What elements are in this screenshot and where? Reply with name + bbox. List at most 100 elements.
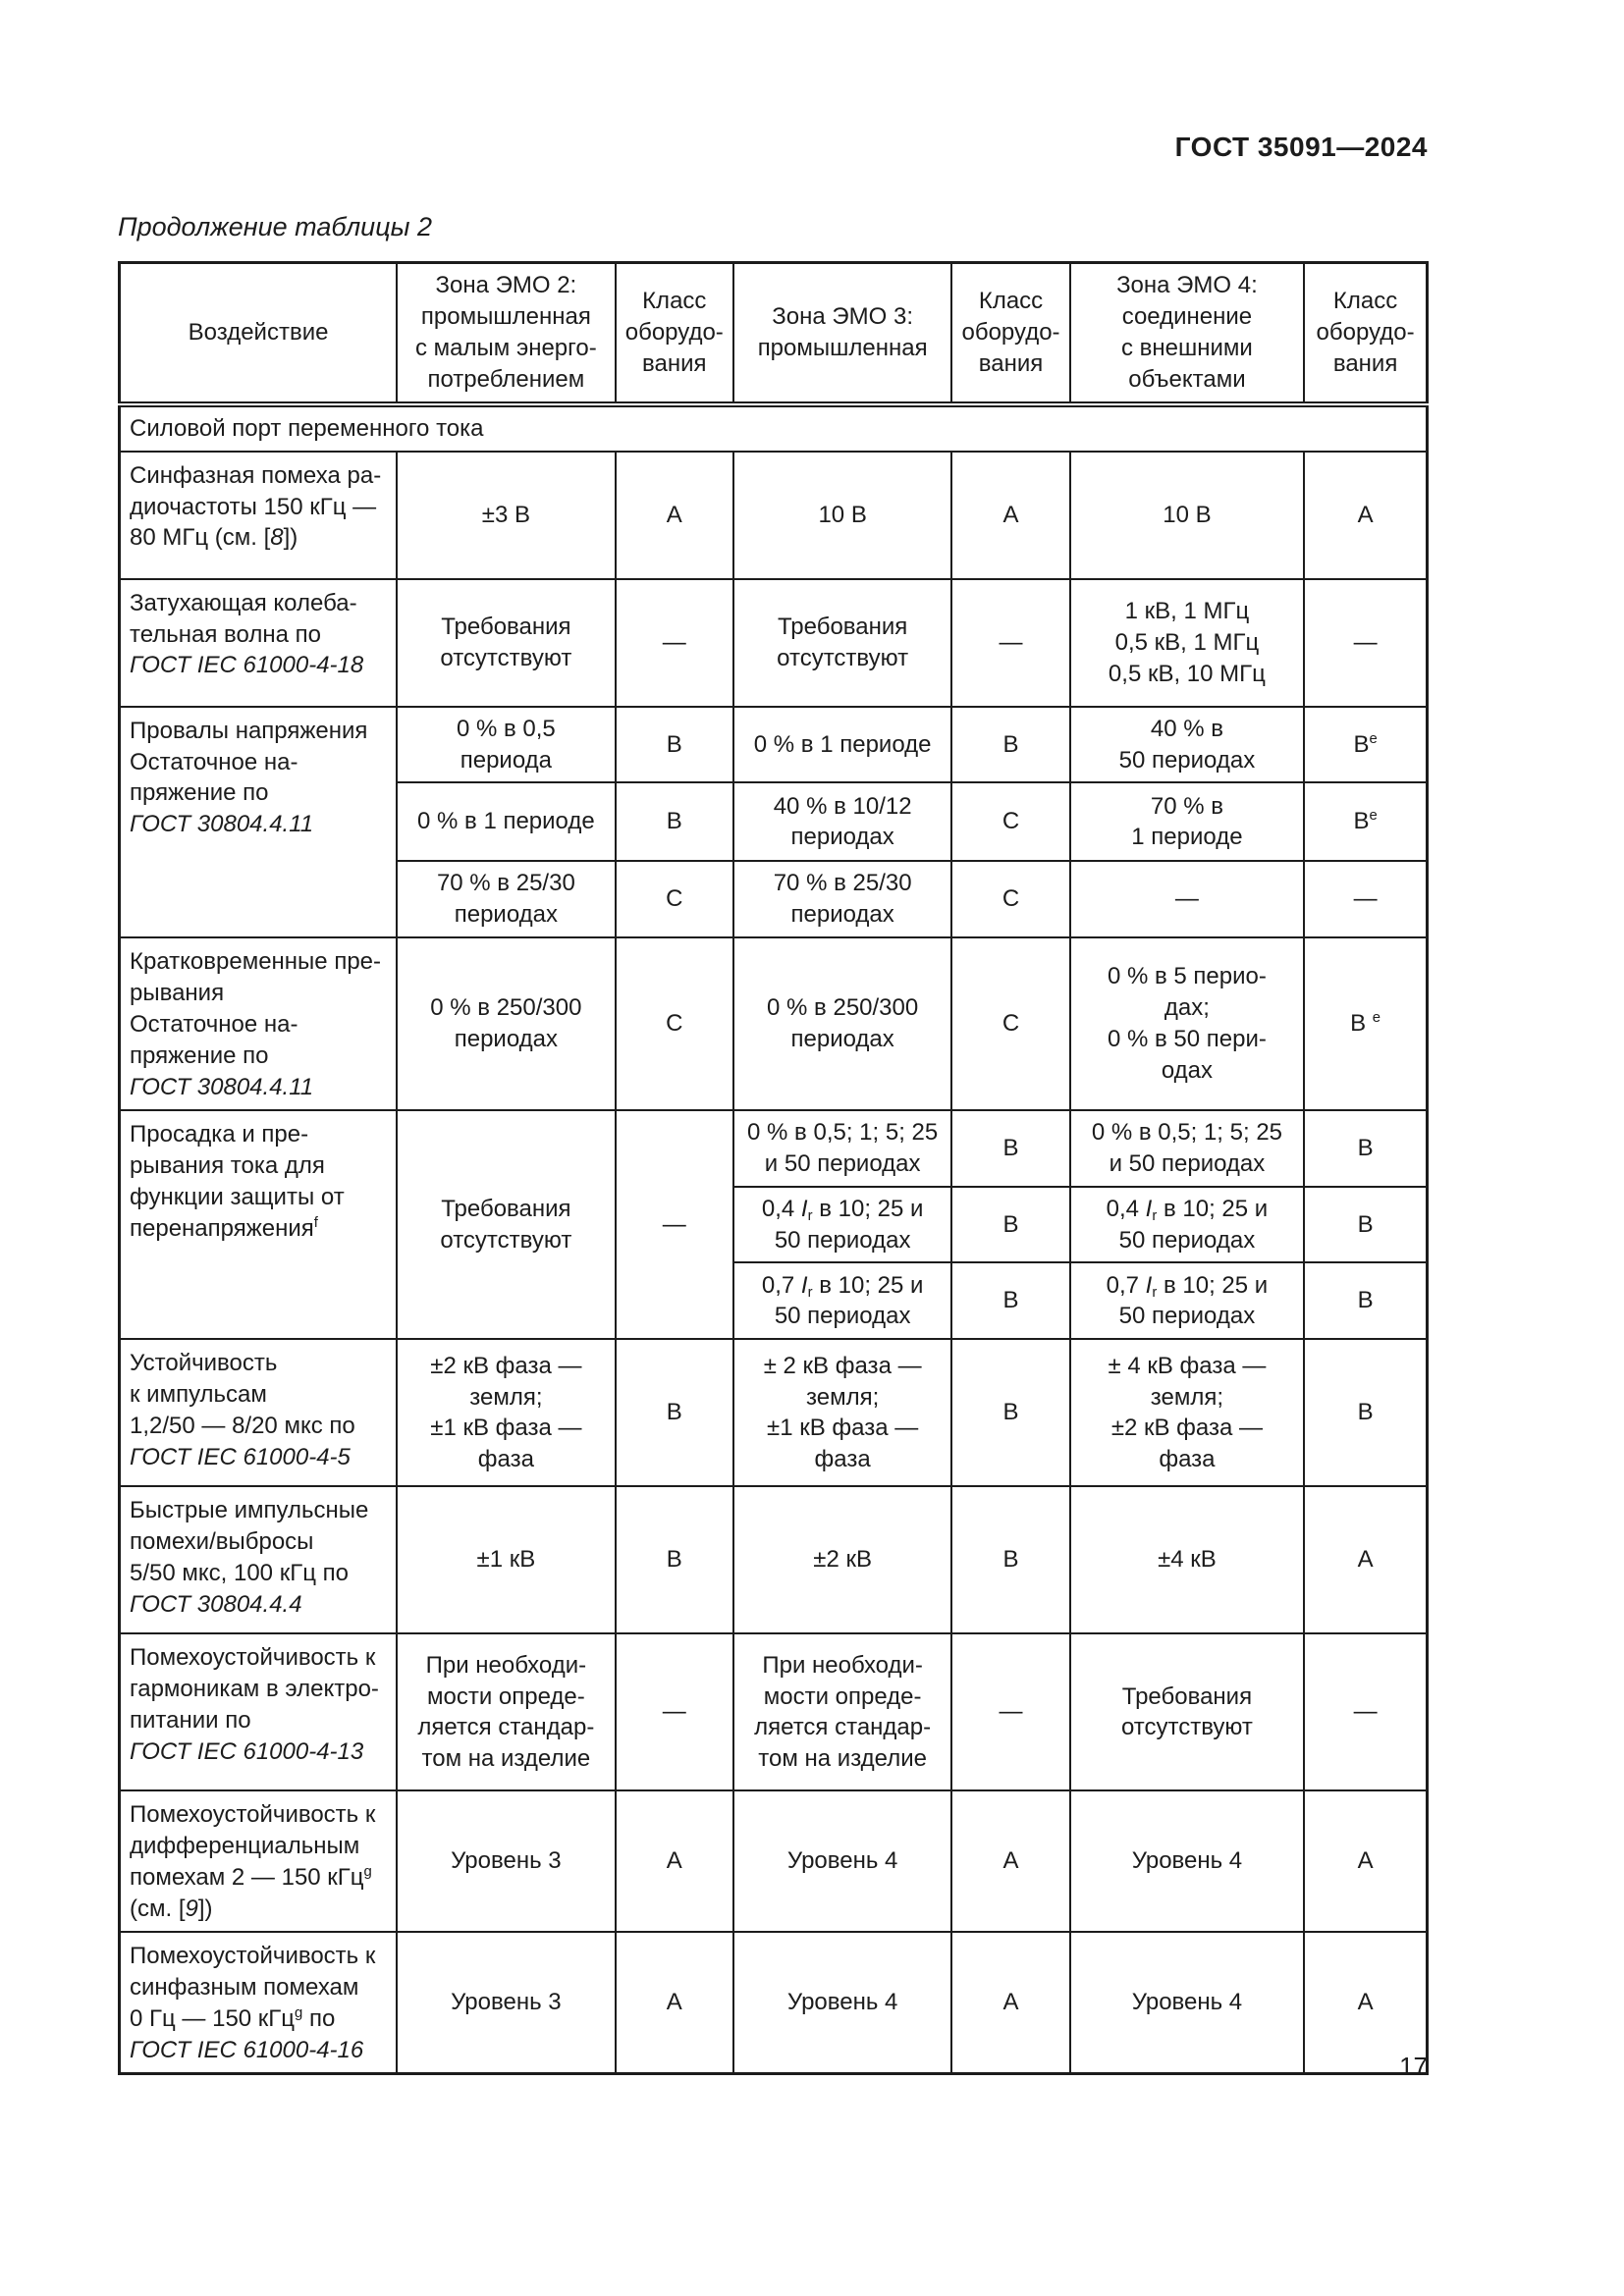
cell-provaly3-z2: 70 % в 25/30 периодах [396,860,617,939]
cell-prosadka2-c4: В [1303,1185,1429,1264]
cell-prosadka-z2: Требования отсутствуют [396,1108,617,1341]
row-kratkovremennye: Кратковременные пре- рывания Остаточное … [118,936,1429,1111]
cell-differencialnye-impact: Помехоустойчивость к дифференциальным по… [118,1789,399,1934]
cell-bystrye-z4: ±4 кВ [1068,1485,1306,1635]
cell-zatuhayushchaya-c3: — [950,577,1071,708]
cell-sinfaznaya-c2: А [614,450,734,580]
cell-zatuhayushchaya-z3: Требования отсутствуют [731,577,953,708]
row-prosadka-3: 0,7 Ir в 10; 25 и 50 периодах В 0,7 Ir в… [120,1261,1429,1341]
row-prosadka-1: Просадка и пре- рывания тока для функции… [118,1108,1429,1341]
cell-prosadka3-z3: 0,7 Ir в 10; 25 и 50 периодах [731,1261,953,1341]
cell-zatuhayushchaya-z2: Требования отсутствуют [396,577,617,708]
cell-prosadka3-c4: В [1303,1261,1429,1341]
header-zone-emo4: Зона ЭМО 4: соединение с внешними объект… [1068,261,1306,407]
row-provaly-3: 70 % в 25/30 периодах С 70 % в 25/30 пер… [120,860,1429,939]
header-zone-emo2: Зона ЭМО 2: промышленная с малым энерго-… [396,261,617,407]
cell-provaly3-c4: — [1303,860,1429,939]
cell-prosadka2-z3: 0,4 Ir в 10; 25 и 50 периодах [731,1185,953,1264]
row-garmoniki: Помехоустойчивость к гармоникам в электр… [118,1632,1429,1792]
cell-provaly1-z4: 40 % в 50 периодах [1068,705,1306,784]
cell-sinfaznye-c2: А [614,1931,734,2075]
cell-garmoniki-c3: — [950,1632,1071,1792]
cell-provaly2-c4: Вe [1303,781,1429,863]
emc-requirements-table: Воздействие Зона ЭМО 2: промышленная с м… [118,261,1429,2075]
row-sinfaznye: Помехоустойчивость к синфазным помехам 0… [118,1931,1429,2075]
cell-provaly2-z4: 70 % в 1 периоде [1068,781,1306,863]
cell-prosadka1-z3: 0 % в 0,5; 1; 5; 25 и 50 периодах [731,1108,953,1188]
cell-differencialnye-z2: Уровень 3 [396,1789,617,1934]
cell-provaly3-z4: — [1068,860,1306,939]
cell-ustoychivost-c3: В [950,1338,1071,1488]
cell-provaly1-c4: Вe [1303,705,1429,784]
cell-prosadka3-c3: В [950,1261,1071,1341]
section-title: Силовой порт переменного тока [118,402,1429,453]
cell-provaly1-z3: 0 % в 1 периоде [731,705,953,784]
cell-prosadka1-c3: В [950,1108,1071,1188]
cell-provaly1-z2: 0 % в 0,5 периода [396,705,617,784]
cell-provaly3-c3: С [950,860,1071,939]
cell-kratkovremennye-c2: С [614,936,734,1111]
cell-prosadka2-z4: 0,4 Ir в 10; 25 и 50 периодах [1068,1185,1306,1264]
row-differencialnye: Помехоустойчивость к дифференциальным по… [118,1789,1429,1934]
cell-sinfaznye-c3: А [950,1931,1071,2075]
cell-kratkovremennye-z3: 0 % в 250/300 периодах [731,936,953,1111]
cell-differencialnye-z4: Уровень 4 [1068,1789,1306,1934]
cell-ustoychivost-c4: В [1303,1338,1429,1488]
cell-zatuhayushchaya-c4: — [1303,577,1429,708]
cell-kratkovremennye-c4: В e [1303,936,1429,1111]
cell-provaly2-z3: 40 % в 10/12 периодах [731,781,953,863]
cell-prosadka3-z4: 0,7 Ir в 10; 25 и 50 периодах [1068,1261,1306,1341]
table-caption: Продолжение таблицы 2 [118,212,433,241]
cell-ustoychivost-z2: ±2 кВ фаза — земля; ±1 кВ фаза — фаза [396,1338,617,1488]
cell-kratkovremennye-z2: 0 % в 250/300 периодах [396,936,617,1111]
doc-code: ГОСТ 35091—2024 [1174,132,1428,162]
cell-differencialnye-c3: А [950,1789,1071,1934]
cell-prosadka1-z4: 0 % в 0,5; 1; 5; 25 и 50 периодах [1068,1108,1306,1188]
row-prosadka-2: 0,4 Ir в 10; 25 и 50 периодах В 0,4 Ir в… [120,1185,1429,1264]
cell-garmoniki-c2: — [614,1632,734,1792]
row-ustoychivost: Устойчивость к импульсам 1,2/50 — 8/20 м… [118,1338,1429,1488]
header-zone-emo3: Зона ЭМО 3: промышленная [731,261,953,407]
cell-sinfaznaya-impact: Синфазная помеха ра- диочастоты 150 кГц … [118,450,399,580]
cell-prosadka-impact: Просадка и пре- рывания тока для функции… [118,1108,399,1341]
cell-sinfaznaya-z2: ±3 В [396,450,617,580]
cell-bystrye-c3: В [950,1485,1071,1635]
cell-bystrye-z3: ±2 кВ [731,1485,953,1635]
cell-provaly1-c2: В [614,705,734,784]
cell-ustoychivost-impact: Устойчивость к импульсам 1,2/50 — 8/20 м… [118,1338,399,1488]
page-number: 17 [1399,2052,1428,2081]
cell-sinfaznye-z3: Уровень 4 [731,1931,953,2075]
cell-provaly3-z3: 70 % в 25/30 периодах [731,860,953,939]
cell-sinfaznaya-c4: А [1303,450,1429,580]
cell-bystrye-c2: В [614,1485,734,1635]
header-equipment-class-3: Класс оборудо- вания [950,261,1071,407]
cell-garmoniki-z2: При необходи- мости опреде- ляется станд… [396,1632,617,1792]
row-provaly-2: 0 % в 1 периоде В 40 % в 10/12 периодах … [120,781,1429,863]
cell-differencialnye-c2: А [614,1789,734,1934]
cell-sinfaznaya-c3: А [950,450,1071,580]
cell-sinfaznaya-z4: 10 В [1068,450,1306,580]
cell-differencialnye-c4: А [1303,1789,1429,1934]
cell-provaly2-c2: В [614,781,734,863]
cell-garmoniki-z3: При необходи- мости опреде- ляется станд… [731,1632,953,1792]
row-sinfaznaya: Синфазная помеха ра- диочастоты 150 кГц … [118,450,1429,580]
cell-zatuhayushchaya-impact: Затухающая колеба- тельная волна по ГОСТ… [118,577,399,708]
cell-sinfaznaya-z3: 10 В [731,450,953,580]
cell-sinfaznye-c4: А [1303,1931,1429,2075]
row-bystrye: Быстрые импульсные помехи/выбросы 5/50 м… [118,1485,1429,1635]
cell-zatuhayushchaya-c2: — [614,577,734,708]
cell-sinfaznye-z4: Уровень 4 [1068,1931,1306,2075]
cell-garmoniki-impact: Помехоустойчивость к гармоникам в электр… [118,1632,399,1792]
cell-provaly2-c3: С [950,781,1071,863]
cell-ustoychivost-z4: ± 4 кВ фаза — земля; ±2 кВ фаза — фаза [1068,1338,1306,1488]
cell-garmoniki-z4: Требования отсутствуют [1068,1632,1306,1792]
cell-prosadka2-c3: В [950,1185,1071,1264]
cell-sinfaznye-impact: Помехоустойчивость к синфазным помехам 0… [118,1931,399,2075]
cell-ustoychivost-c2: В [614,1338,734,1488]
cell-bystrye-z2: ±1 кВ [396,1485,617,1635]
cell-garmoniki-c4: — [1303,1632,1429,1792]
header-equipment-class-2: Класс оборудо- вания [614,261,734,407]
table-header-row: Воздействие Зона ЭМО 2: промышленная с м… [118,261,1429,407]
cell-kratkovremennye-z4: 0 % в 5 перио- дах; 0 % в 50 пери- одах [1068,936,1306,1111]
